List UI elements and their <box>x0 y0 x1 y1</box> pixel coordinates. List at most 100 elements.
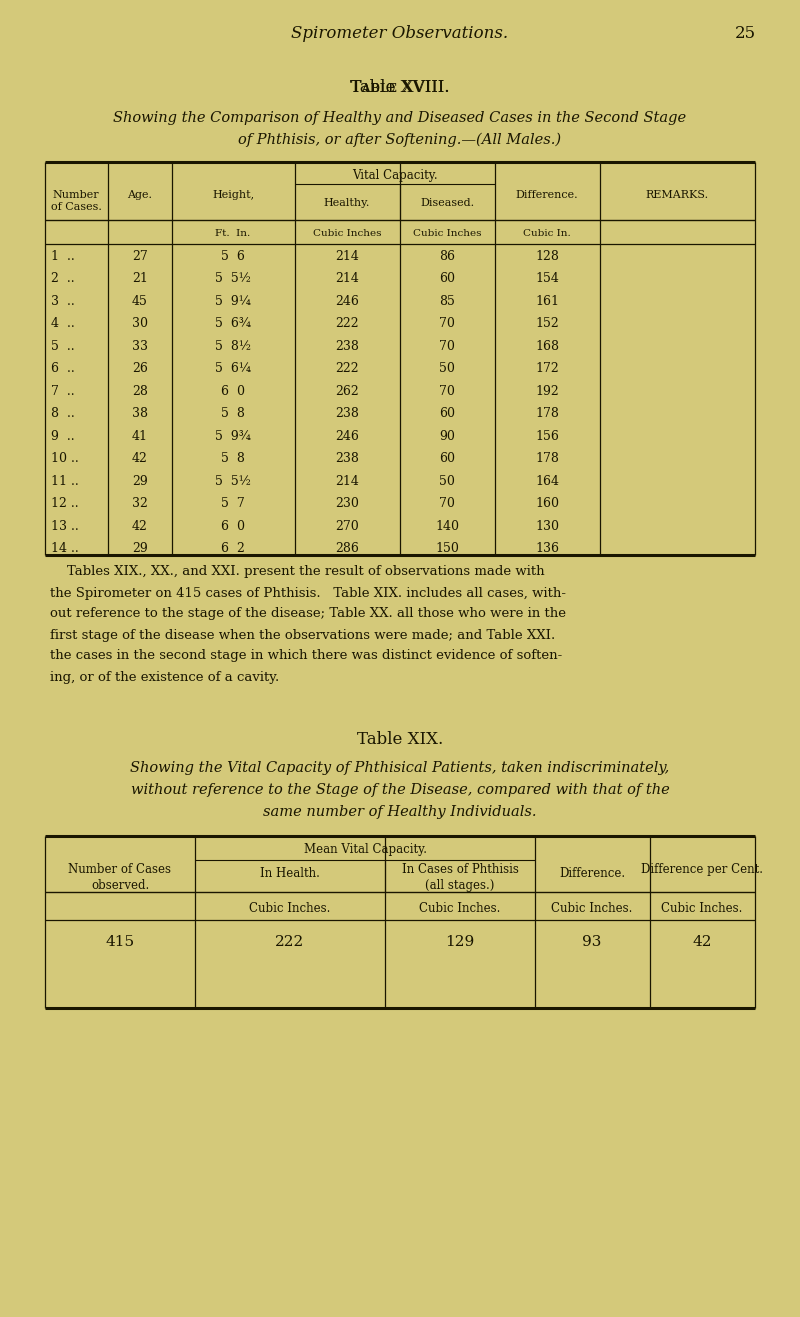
Text: 60: 60 <box>439 273 455 286</box>
Text: 5  6¾: 5 6¾ <box>215 317 251 331</box>
Text: 25: 25 <box>734 25 755 42</box>
Text: 28: 28 <box>132 385 148 398</box>
Text: 4  ..: 4 .. <box>51 317 74 331</box>
Text: 172: 172 <box>535 362 559 375</box>
Text: 7  ..: 7 .. <box>51 385 74 398</box>
Text: Cubic Inches: Cubic Inches <box>413 229 482 237</box>
Text: 12 ..: 12 .. <box>51 498 78 511</box>
Text: 5  9¾: 5 9¾ <box>215 429 251 443</box>
Text: 214: 214 <box>335 475 359 487</box>
Text: 32: 32 <box>132 498 148 511</box>
Text: same number of Healthy Individuals.: same number of Healthy Individuals. <box>263 805 537 819</box>
Text: 222: 222 <box>335 317 359 331</box>
Text: 262: 262 <box>335 385 359 398</box>
Text: Showing the Comparison of Healthy and Diseased Cases in the Second Stage: Showing the Comparison of Healthy and Di… <box>114 111 686 125</box>
Text: 286: 286 <box>335 543 359 556</box>
Text: Height,: Height, <box>212 190 254 200</box>
Text: 246: 246 <box>335 429 359 443</box>
Text: 238: 238 <box>335 340 359 353</box>
Text: Mean Vital Capacity.: Mean Vital Capacity. <box>303 843 426 856</box>
Text: 230: 230 <box>335 498 359 511</box>
Text: 178: 178 <box>535 407 559 420</box>
Text: 178: 178 <box>535 452 559 465</box>
Text: 6  0: 6 0 <box>221 385 245 398</box>
Text: Difference per Cent.: Difference per Cent. <box>641 863 763 876</box>
Text: 50: 50 <box>439 475 455 487</box>
Text: Cubic In.: Cubic In. <box>523 229 571 237</box>
Text: Table XIX.: Table XIX. <box>357 731 443 748</box>
Text: 5  9¼: 5 9¼ <box>215 295 251 308</box>
Text: Cubic Inches.: Cubic Inches. <box>662 902 742 914</box>
Text: 5  5½: 5 5½ <box>215 273 251 286</box>
Text: Tᴀʙʟᴇ XVIII.: Tᴀʙʟᴇ XVIII. <box>351 79 449 96</box>
Text: ing, or of the existence of a cavity.: ing, or of the existence of a cavity. <box>50 670 279 684</box>
Text: 222: 222 <box>335 362 359 375</box>
Text: 214: 214 <box>335 273 359 286</box>
Text: 222: 222 <box>275 935 305 950</box>
Text: 10 ..: 10 .. <box>51 452 78 465</box>
Text: 86: 86 <box>439 250 455 263</box>
Text: 3  ..: 3 .. <box>51 295 74 308</box>
Text: Diseased.: Diseased. <box>420 198 474 208</box>
Text: 70: 70 <box>439 385 455 398</box>
Text: 140: 140 <box>435 520 459 533</box>
Text: 129: 129 <box>446 935 474 950</box>
Text: 8  ..: 8 .. <box>51 407 74 420</box>
Text: 152: 152 <box>535 317 559 331</box>
Text: Number
of Cases.: Number of Cases. <box>50 190 102 212</box>
Text: 27: 27 <box>132 250 148 263</box>
Text: 164: 164 <box>535 475 559 487</box>
Text: 50: 50 <box>439 362 455 375</box>
Text: 42: 42 <box>692 935 712 950</box>
Text: 5  6: 5 6 <box>221 250 245 263</box>
Text: without reference to the Stage of the Disease, compared with that of the: without reference to the Stage of the Di… <box>130 784 670 797</box>
Text: out reference to the stage of the disease; Table XX. all those who were in the: out reference to the stage of the diseas… <box>50 607 566 620</box>
Text: Cubic Inches.: Cubic Inches. <box>419 902 501 914</box>
Text: 33: 33 <box>132 340 148 353</box>
Text: 5  7: 5 7 <box>221 498 245 511</box>
Text: the cases in the second stage in which there was distinct evidence of soften-: the cases in the second stage in which t… <box>50 649 562 662</box>
Text: 161: 161 <box>535 295 559 308</box>
Text: Difference.: Difference. <box>559 867 625 880</box>
Text: Healthy.: Healthy. <box>324 198 370 208</box>
Text: 5  8: 5 8 <box>221 452 245 465</box>
Text: Table XVIII.: Table XVIII. <box>350 79 450 96</box>
Text: 6  0: 6 0 <box>221 520 245 533</box>
Text: 38: 38 <box>132 407 148 420</box>
Text: REMARKS.: REMARKS. <box>646 190 709 200</box>
Text: 238: 238 <box>335 407 359 420</box>
Text: Cubic Inches.: Cubic Inches. <box>551 902 633 914</box>
Text: Ft.  In.: Ft. In. <box>215 229 250 237</box>
Text: 6  2: 6 2 <box>221 543 245 556</box>
Text: Tables XIX., XX., and XXI. present the result of observations made with: Tables XIX., XX., and XXI. present the r… <box>50 565 545 578</box>
Text: 5  5½: 5 5½ <box>215 475 251 487</box>
Text: 42: 42 <box>132 452 148 465</box>
Text: 160: 160 <box>535 498 559 511</box>
Text: 5  6¼: 5 6¼ <box>215 362 251 375</box>
Text: 154: 154 <box>535 273 559 286</box>
Text: 168: 168 <box>535 340 559 353</box>
Text: 26: 26 <box>132 362 148 375</box>
Text: Age.: Age. <box>127 190 153 200</box>
Text: In Cases of Phthisis
(all stages.): In Cases of Phthisis (all stages.) <box>402 863 518 892</box>
Text: 5  ..: 5 .. <box>51 340 74 353</box>
Text: of Phthisis, or after Softening.—(All Males.): of Phthisis, or after Softening.—(All Ma… <box>238 133 562 148</box>
Text: 21: 21 <box>132 273 148 286</box>
Text: 156: 156 <box>535 429 559 443</box>
Text: Vital Capacity.: Vital Capacity. <box>352 169 438 182</box>
Text: 93: 93 <box>582 935 602 950</box>
Text: 70: 70 <box>439 498 455 511</box>
Text: 238: 238 <box>335 452 359 465</box>
Text: 270: 270 <box>335 520 359 533</box>
Text: In Health.: In Health. <box>260 867 320 880</box>
Text: 130: 130 <box>535 520 559 533</box>
Text: 246: 246 <box>335 295 359 308</box>
Text: 29: 29 <box>132 543 148 556</box>
Text: 70: 70 <box>439 317 455 331</box>
Text: Spirometer Observations.: Spirometer Observations. <box>291 25 509 42</box>
Text: 70: 70 <box>439 340 455 353</box>
Text: 128: 128 <box>535 250 559 263</box>
Text: 415: 415 <box>106 935 134 950</box>
Text: 13 ..: 13 .. <box>51 520 78 533</box>
Text: 150: 150 <box>435 543 459 556</box>
